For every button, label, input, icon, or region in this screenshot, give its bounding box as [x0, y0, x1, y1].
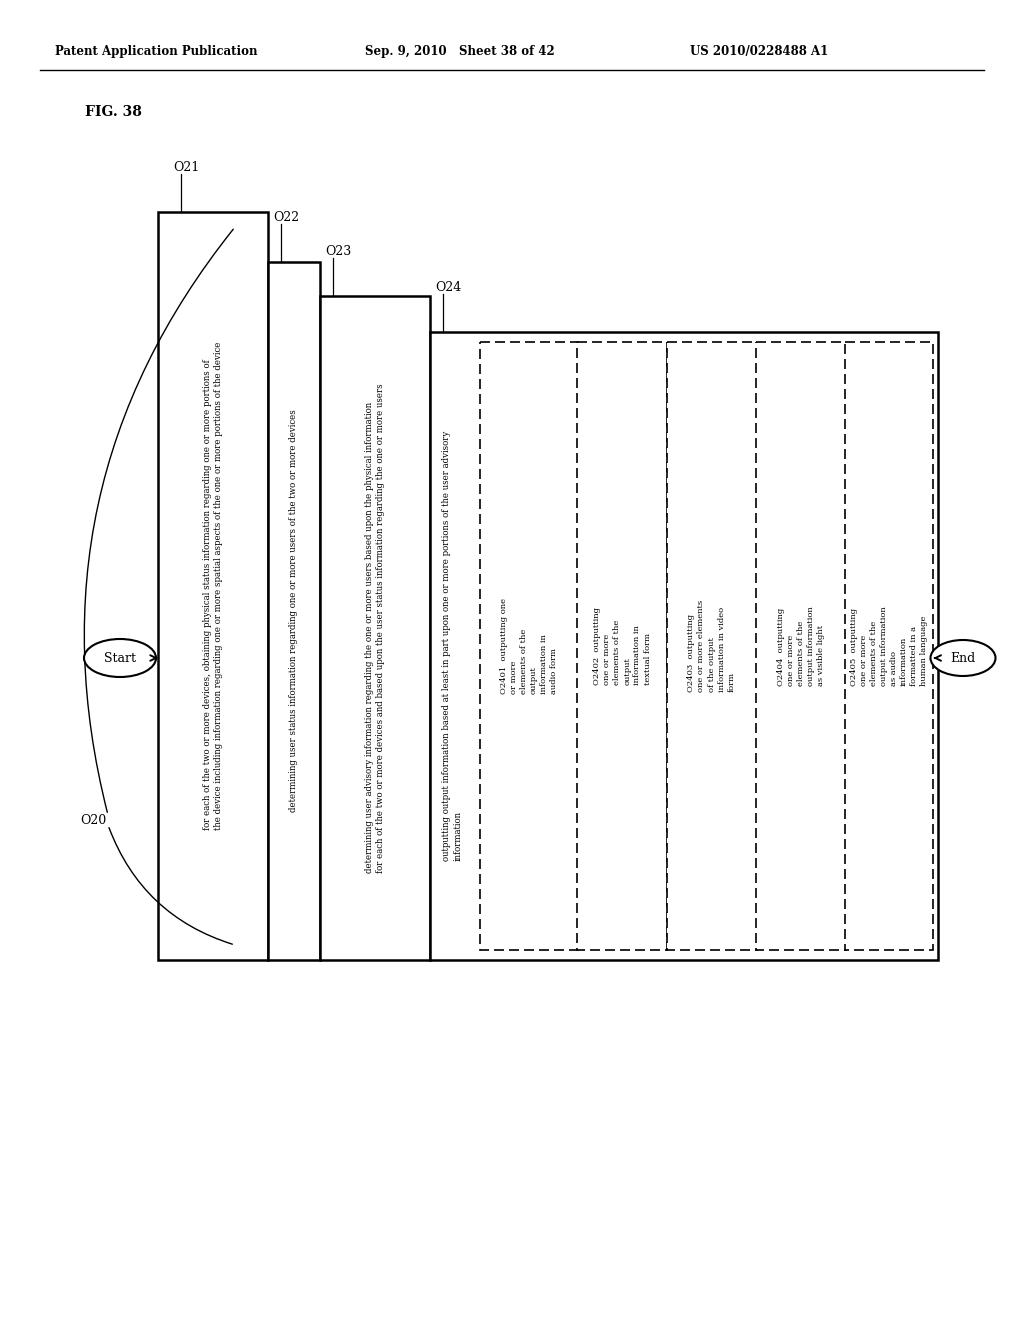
- Text: O24: O24: [435, 281, 461, 294]
- Text: O2401  outputting one
or more
elements of the
output
information in
audio form: O2401 outputting one or more elements of…: [500, 598, 558, 694]
- Text: for each of the two or more devices, obtaining physical status information regar: for each of the two or more devices, obt…: [203, 342, 223, 830]
- Text: O20: O20: [80, 813, 106, 826]
- Bar: [578, 342, 668, 950]
- Text: O21: O21: [173, 161, 200, 174]
- Text: Patent Application Publication: Patent Application Publication: [55, 45, 257, 58]
- Bar: [845, 342, 933, 950]
- Ellipse shape: [931, 640, 995, 676]
- Text: outputting output information based at least in part upon one or more portions o: outputting output information based at l…: [441, 430, 463, 861]
- Text: Sep. 9, 2010   Sheet 38 of 42: Sep. 9, 2010 Sheet 38 of 42: [365, 45, 555, 58]
- Text: O2403  outputting
one or more elements
of the output
information in video
form: O2403 outputting one or more elements of…: [687, 599, 735, 692]
- Text: O2405  outputting
one or more
elements of the
output information
as audio
inform: O2405 outputting one or more elements of…: [850, 606, 929, 686]
- Text: FIG. 38: FIG. 38: [85, 106, 142, 119]
- Ellipse shape: [84, 639, 156, 677]
- Text: O23: O23: [325, 246, 351, 257]
- Bar: [756, 342, 846, 950]
- Bar: [667, 342, 757, 950]
- Text: End: End: [950, 652, 976, 664]
- Bar: [480, 342, 578, 950]
- Bar: [430, 333, 938, 960]
- Text: Start: Start: [104, 652, 136, 664]
- Bar: [158, 213, 268, 960]
- Text: US 2010/0228488 A1: US 2010/0228488 A1: [690, 45, 828, 58]
- Text: determining user advisory information regarding the one or more users based upon: determining user advisory information re…: [365, 383, 385, 873]
- Text: O2404  outputting
one or more
elements of the
output information
as visible ligh: O2404 outputting one or more elements of…: [776, 606, 825, 686]
- Text: O22: O22: [273, 211, 299, 224]
- Text: determining user status information regarding one or more users of the two or mo: determining user status information rega…: [290, 409, 299, 812]
- Bar: [268, 261, 319, 960]
- Bar: [319, 296, 430, 960]
- Text: O2402  outputting
one or more
elements of the
output
information in
textual form: O2402 outputting one or more elements of…: [593, 607, 651, 685]
